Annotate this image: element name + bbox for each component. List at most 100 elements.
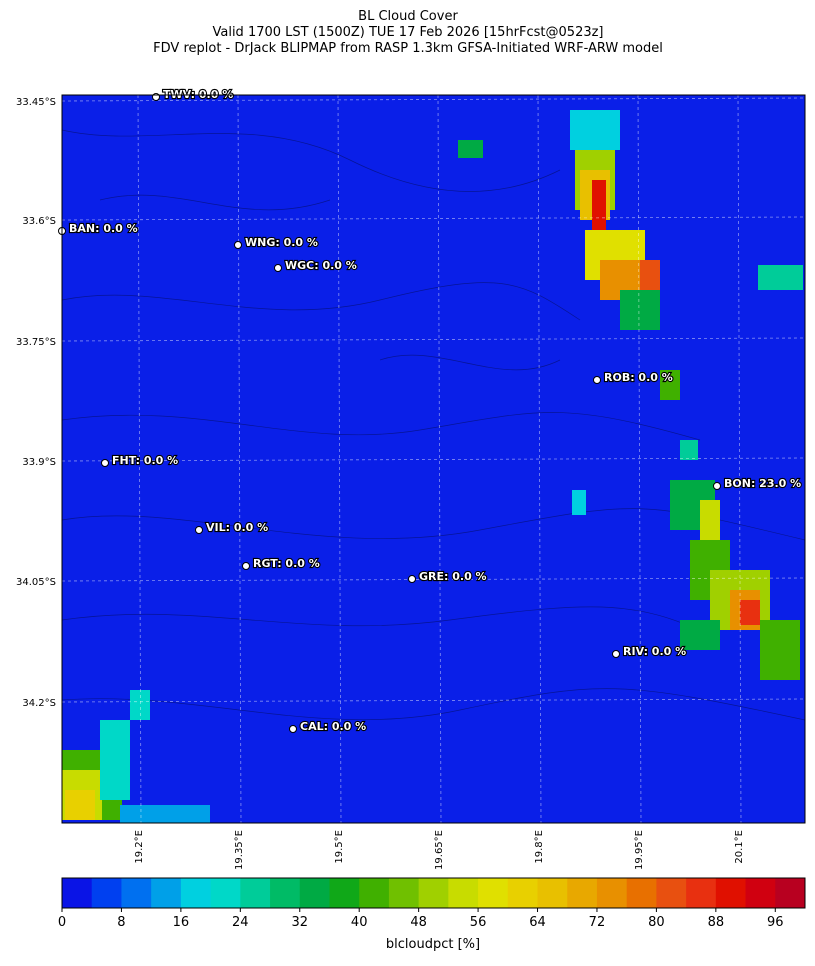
lat-grid-line	[61, 457, 806, 462]
colorbar-tick-label: 16	[173, 915, 190, 930]
colorbar-tick-label: 40	[351, 915, 368, 930]
colorbar-band	[656, 878, 687, 908]
colorbar-band	[596, 878, 628, 908]
colorbar-band	[507, 878, 539, 908]
colorbar-band	[270, 878, 301, 908]
station-marker	[713, 482, 721, 490]
cloud-patches	[62, 110, 803, 823]
lat-grid-line	[61, 698, 806, 703]
lon-grid-line	[537, 94, 542, 824]
station-label: WNG: 0.0 %	[245, 236, 318, 249]
colorbar-band	[180, 878, 212, 908]
colorbar-tick-label: 64	[529, 915, 546, 930]
colorbar-band	[448, 878, 479, 908]
cloud-patch	[760, 620, 800, 680]
lon-tick-label: 19.65°E	[434, 830, 445, 870]
colorbar-frame	[61, 877, 806, 909]
lon-grid-line	[637, 94, 642, 824]
colorbar-tick-label: 8	[117, 915, 125, 930]
cloud-patch	[660, 370, 680, 400]
colorbar-tick-label: 80	[648, 915, 665, 930]
lon-grid-line	[437, 94, 442, 824]
lon-tick-label: 19.2°E	[134, 830, 145, 864]
colorbar-band	[240, 878, 271, 908]
colorbar-tick-label: 88	[708, 915, 725, 930]
cloud-patch	[620, 290, 660, 330]
lon-grid-line	[237, 94, 242, 824]
lon-tick-label: 19.5°E	[334, 830, 345, 864]
station-label: BAN: 0.0 %	[69, 222, 138, 235]
lat-tick-label: 34.2°S	[22, 698, 56, 709]
colorbar-band	[329, 878, 360, 908]
lon-tick-label: 19.8°E	[534, 830, 545, 864]
colorbar-band	[567, 878, 598, 908]
cloud-patch	[592, 180, 606, 230]
cloud-patch	[65, 790, 95, 820]
lat-grid-line	[61, 577, 806, 582]
colorbar-band	[686, 878, 717, 908]
colorbar-tick-label: 48	[410, 915, 427, 930]
cloud-patch	[100, 720, 130, 800]
cloud-patch	[680, 620, 720, 650]
subtitle: Valid 1700 LST (1500Z) TUE 17 Feb 2026 […	[212, 25, 603, 40]
station-marker	[101, 459, 109, 467]
station-marker	[274, 264, 282, 272]
station-label: FHT: 0.0 %	[112, 454, 178, 467]
subtitle: FDV replot - DrJack BLIPMAP from RASP 1.…	[153, 41, 663, 56]
lon-tick-label: 19.35°E	[234, 830, 245, 870]
lon-tick-label: 20.1°E	[734, 830, 745, 864]
cloud-patch	[640, 260, 660, 290]
colorbar-band	[91, 878, 122, 908]
colorbar-tick-label: 96	[767, 915, 784, 930]
cloud-patch	[680, 440, 698, 460]
cloud-patch	[740, 600, 760, 625]
lon-grid-line	[137, 94, 142, 824]
cloud-patch	[120, 805, 210, 823]
colorbar-band	[745, 878, 776, 908]
colorbar-band	[478, 878, 509, 908]
station-marker	[612, 650, 620, 658]
lat-tick-label: 33.6°S	[22, 216, 56, 227]
colorbar-tick-label: 56	[470, 915, 487, 930]
lat-tick-label: 34.05°S	[16, 577, 56, 588]
lat-grid-line	[61, 216, 806, 221]
colorbar-band	[121, 878, 152, 908]
colorbar-tick-label: 0	[58, 915, 66, 930]
lon-tick-label: 19.95°E	[634, 830, 645, 870]
colorbar-band	[626, 878, 657, 908]
cloud-patch	[758, 265, 803, 290]
station-label: ROB: 0.0 %	[604, 371, 673, 384]
lon-grid-line	[737, 94, 742, 824]
graticule	[61, 94, 806, 824]
station-label: BON: 23.0 %	[724, 477, 801, 490]
lat-tick-label: 33.45°S	[16, 97, 56, 108]
colorbar-band	[418, 878, 449, 908]
station-marker	[593, 376, 601, 384]
colorbar-label: blcloudpct [%]	[386, 937, 480, 952]
cloud-patch	[572, 490, 586, 515]
cloud-patch	[700, 500, 720, 540]
station-label: WGC: 0.0 %	[285, 259, 357, 272]
station-label: GRE: 0.0 %	[419, 570, 487, 583]
lat-tick-label: 33.9°S	[22, 457, 56, 468]
colorbar-band	[210, 878, 241, 908]
colorbar-band	[359, 878, 390, 908]
colorbar-tick-label: 32	[291, 915, 308, 930]
station-marker	[408, 575, 416, 583]
lat-grid-line	[61, 337, 806, 342]
station-label: CAL: 0.0 %	[300, 720, 366, 733]
title: BL Cloud Cover	[358, 9, 458, 24]
colorbar-band	[775, 878, 806, 908]
station-marker	[242, 562, 250, 570]
lat-grid-line	[61, 97, 806, 102]
colorbar-band	[62, 878, 93, 908]
colorbar-tick-label: 24	[232, 915, 249, 930]
station-marker	[289, 725, 297, 733]
colorbar-band	[715, 878, 747, 908]
colorbar-band	[299, 878, 330, 908]
map-frame	[61, 94, 806, 824]
cloud-patch	[130, 690, 150, 720]
cloud-patch	[570, 110, 620, 150]
colorbar-band	[537, 878, 568, 908]
